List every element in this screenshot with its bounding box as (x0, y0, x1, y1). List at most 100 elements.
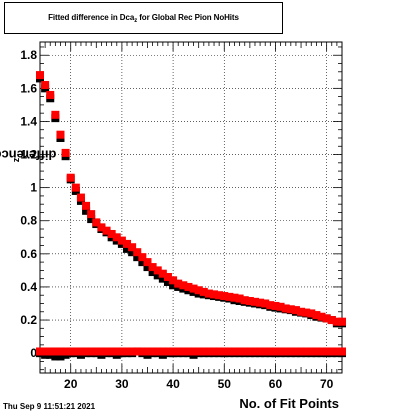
data-point-s3 (317, 347, 326, 356)
data-point-s3 (210, 347, 219, 356)
data-point-s0 (123, 244, 132, 253)
data-point-s2 (117, 236, 126, 245)
chart-title-box: Fitted difference in Dcaz for Global Rec… (4, 2, 283, 34)
data-point-s0 (158, 274, 167, 283)
data-point-s3 (143, 347, 152, 356)
data-point-s3 (276, 347, 285, 356)
data-point-s3 (327, 347, 336, 356)
data-point-s2 (107, 229, 116, 238)
data-point-s3 (179, 347, 188, 356)
data-point-s3 (133, 347, 142, 356)
data-point-s2 (169, 276, 178, 285)
data-point-s3 (148, 347, 157, 356)
data-point-s3 (281, 347, 290, 356)
data-point-s3 (307, 347, 316, 356)
data-point-s3 (235, 347, 244, 356)
y-tick-label: 1.2 (20, 148, 37, 162)
data-point-s2 (235, 294, 244, 303)
data-point-s2 (56, 130, 65, 139)
x-tick-label: 70 (320, 377, 334, 391)
data-point-s3 (46, 347, 55, 356)
data-point-s2 (158, 269, 167, 278)
data-point-s2 (194, 286, 203, 295)
data-point-s2 (153, 266, 162, 275)
data-point-s2 (163, 273, 172, 282)
data-point-s2 (82, 201, 91, 210)
data-point-s3 (338, 347, 346, 356)
data-point-s3 (82, 347, 91, 356)
tick-labels: 20 30 40 50 60 70 0 0.2 0.4 0.6 0.8 1 1.2 1.4 1.6 1.8 (20, 48, 333, 391)
data-point-s3 (128, 347, 137, 356)
data-point-s3 (240, 347, 249, 356)
data-point-s2 (36, 71, 44, 80)
data-point-s1 (51, 352, 60, 361)
data-point-s3 (199, 347, 208, 356)
data-point-s2 (317, 312, 326, 321)
data-point-s0 (82, 206, 91, 215)
data-point-s2 (51, 110, 60, 119)
data-point-s3 (36, 347, 44, 356)
x-tick-label: 60 (269, 377, 283, 391)
data-point-s3 (56, 347, 65, 356)
data-point-s3 (266, 347, 275, 356)
data-point-s2 (291, 306, 300, 315)
data-point-s3 (184, 347, 193, 356)
data-point-s3 (312, 347, 321, 356)
data-point-s2 (338, 317, 346, 326)
data-point-s2 (138, 253, 147, 262)
data-point-s3 (271, 347, 280, 356)
data-point-s3 (230, 347, 239, 356)
data-point-s3 (204, 347, 213, 356)
data-point-s2 (215, 291, 224, 300)
data-point-s2 (71, 183, 80, 192)
y-tick-label: 0 (30, 346, 37, 360)
data-point-s2 (92, 218, 101, 227)
data-point-s3 (107, 347, 116, 356)
data-point-s2 (225, 292, 234, 301)
data-point-s2 (256, 298, 265, 307)
data-point-s0 (143, 263, 152, 272)
data-point-s2 (66, 173, 75, 182)
data-point-s2 (240, 296, 249, 305)
data-point-s3 (245, 347, 254, 356)
y-tick-label: 0.8 (20, 214, 37, 228)
plot-border (39, 41, 343, 374)
data-point-s2 (128, 243, 137, 252)
data-point-s2 (123, 239, 132, 248)
data-point-s2 (220, 292, 229, 301)
data-point-s2 (245, 297, 254, 306)
timestamp: Thu Sep 9 11:51:21 2021 (3, 402, 96, 411)
data-point-s3 (225, 347, 234, 356)
data-point-s3 (261, 347, 270, 356)
data-point-s2 (312, 311, 321, 320)
data-point-s2 (286, 305, 295, 314)
y-tick-label: 1 (30, 181, 37, 195)
data-point-s3 (220, 347, 229, 356)
data-point-s2 (230, 293, 239, 302)
data-point-s3 (256, 347, 265, 356)
data-point-s2 (46, 90, 55, 99)
data-point-s3 (123, 347, 132, 356)
y-axis-label-main: difference in Dca (0, 147, 57, 163)
data-point-s3 (189, 347, 198, 356)
data-point-s3 (87, 347, 96, 356)
data-point-s3 (250, 347, 259, 356)
data-point-s2 (261, 299, 270, 308)
data-point-s2 (332, 317, 341, 326)
data-point-s2 (148, 263, 157, 272)
data-point-s1 (56, 352, 65, 361)
data-point-s0 (128, 248, 137, 257)
y-tick-label: 1.6 (20, 81, 37, 95)
data-point-s2 (179, 281, 188, 290)
data-point-s2 (199, 287, 208, 296)
y-axis-label: difference in Dcaz (0, 147, 56, 162)
data-point-s3 (194, 347, 203, 356)
data-point-s0 (87, 215, 96, 224)
data-point-s2 (61, 148, 70, 157)
data-point-s3 (66, 347, 75, 356)
data-point-s3 (297, 347, 306, 356)
data-point-s3 (102, 347, 111, 356)
data-point-s3 (51, 347, 60, 356)
data-point-s0 (169, 281, 178, 290)
